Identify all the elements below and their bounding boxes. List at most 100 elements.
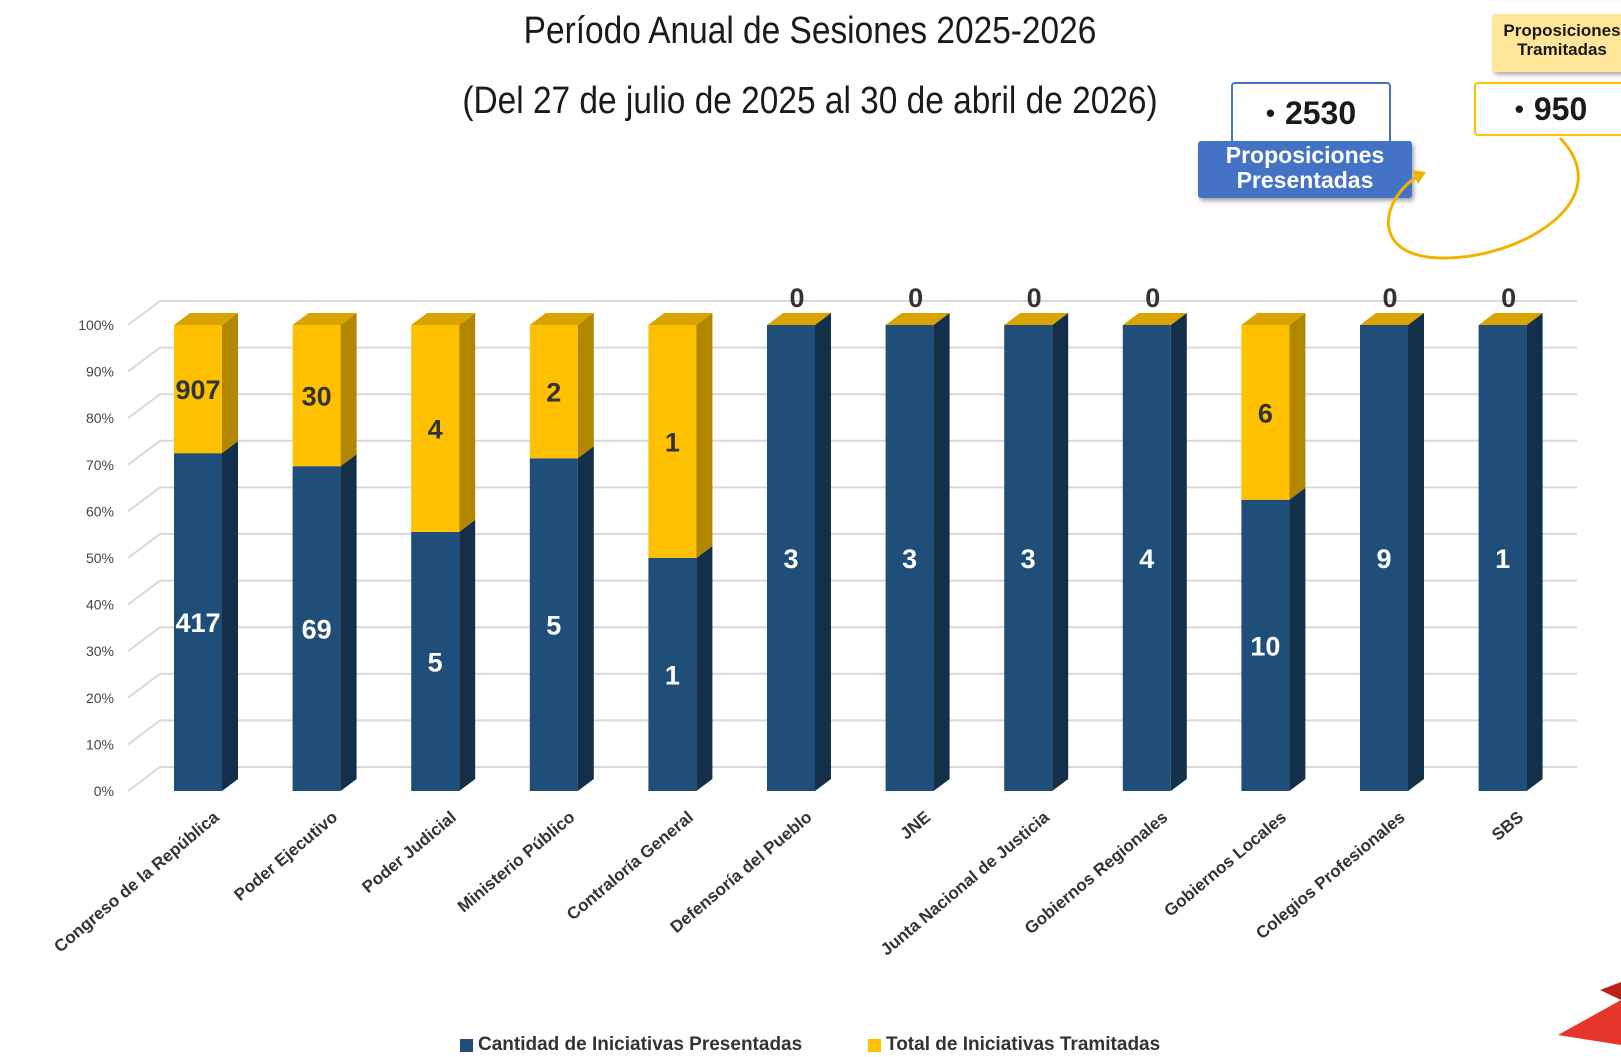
- bar-processed: [529, 325, 578, 459]
- bar-presented-side: [459, 519, 476, 791]
- bar-processed-side: [340, 313, 357, 467]
- chart-subtitle: (Del 27 de julio de 2025 al 30 de abril …: [462, 80, 1158, 122]
- y-tick-label: 90%: [86, 364, 114, 380]
- data-label-presented: 9: [1376, 544, 1391, 574]
- kpi-presentadas-label: Proposiciones Presentadas: [1198, 141, 1412, 198]
- bar-presented: [1241, 499, 1290, 791]
- bar-presented-side: [696, 546, 713, 791]
- x-tick-label: Poder Ejecutivo: [231, 808, 342, 905]
- x-tick-label: Ministerio Público: [454, 808, 578, 917]
- gridline: [127, 486, 1577, 513]
- bar-presented-side: [1408, 313, 1424, 791]
- bullet-icon: •: [1265, 97, 1275, 128]
- bar-presented-side: [933, 313, 950, 791]
- data-label-processed: 0: [1145, 283, 1160, 313]
- data-label-presented: 4: [1139, 544, 1154, 574]
- x-tick-label: Congreso de la República: [50, 807, 223, 956]
- gridline: [127, 300, 1577, 326]
- data-label-presented: 3: [783, 544, 798, 574]
- bar-top: [1241, 313, 1306, 325]
- data-label-presented: 10: [1250, 631, 1280, 661]
- bar-top: [1360, 313, 1424, 325]
- arrowhead-icon: [1412, 170, 1426, 184]
- gridline: [127, 346, 1577, 373]
- corner-logo-icon: [1600, 982, 1621, 1000]
- bar-top: [1122, 313, 1187, 325]
- bar-top: [885, 313, 950, 325]
- kpi-tramitadas-label: Proposiciones Tramitadas: [1492, 14, 1621, 72]
- bar-processed-side: [222, 313, 238, 454]
- gridline: [127, 393, 1577, 420]
- bar-presented: [767, 325, 815, 791]
- bar-processed-side: [1289, 313, 1306, 500]
- bar-processed-side: [577, 313, 594, 459]
- gridline: [127, 766, 1577, 792]
- kpi-tramitadas-value: 950: [1533, 90, 1588, 127]
- y-tick-label: 50%: [86, 550, 114, 566]
- gridline: [127, 719, 1577, 746]
- bar-presented: [174, 453, 222, 791]
- kpi-presentadas-value: 2530: [1284, 94, 1357, 131]
- data-label-presented: 1: [1495, 544, 1510, 574]
- data-label-presented: 69: [302, 615, 332, 645]
- bar-presented: [1478, 325, 1527, 791]
- bar-presented: [1360, 325, 1408, 791]
- bar-top: [648, 313, 713, 325]
- bar-top: [174, 313, 238, 325]
- bar-presented: [648, 558, 697, 791]
- bar-processed: [1241, 325, 1290, 500]
- bullet-icon: •: [1514, 93, 1524, 124]
- legend-swatch-processed: [868, 1038, 881, 1052]
- data-label-processed: 6: [1258, 398, 1273, 428]
- x-tick-label: Gobiernos Locales: [1161, 808, 1290, 921]
- bar-presented-side: [1170, 313, 1187, 791]
- bar-presented: [529, 458, 578, 791]
- data-label-processed: 0: [1382, 283, 1397, 313]
- data-label-presented: 5: [428, 647, 443, 677]
- y-tick-label: 20%: [86, 690, 114, 706]
- data-label-presented: 3: [1021, 544, 1036, 574]
- legend-label-processed: Total de Iniciativas Tramitadas: [886, 1034, 1161, 1055]
- data-label-processed: 907: [175, 375, 220, 405]
- y-tick-label: 10%: [86, 736, 114, 752]
- legend-label-presented: Cantidad de Iniciativas Presentadas: [478, 1034, 803, 1055]
- bar-presented-side: [340, 454, 357, 791]
- bar-presented: [411, 531, 460, 791]
- x-tick-label: JNE: [897, 808, 935, 844]
- bar-processed: [648, 325, 697, 558]
- bar-presented: [1004, 325, 1053, 791]
- gridline: [127, 626, 1577, 653]
- connector-arrow: [1387, 136, 1580, 260]
- y-tick-label: 30%: [86, 643, 114, 659]
- bar-processed-side: [459, 313, 476, 532]
- x-tick-label: Contraloría General: [563, 808, 697, 925]
- bar-presented-side: [1289, 487, 1306, 791]
- data-label-presented: 417: [175, 608, 220, 638]
- data-label-processed: 4: [428, 414, 443, 444]
- bar-top: [1004, 313, 1069, 325]
- data-label-processed: 30: [302, 382, 332, 412]
- data-label-processed: 0: [1027, 283, 1042, 313]
- bar-presented-side: [577, 446, 594, 791]
- x-tick-label: Poder Judicial: [359, 808, 460, 897]
- y-tick-label: 100%: [78, 317, 114, 333]
- y-tick-label: 40%: [86, 597, 114, 613]
- data-label-presented: 5: [546, 611, 561, 641]
- chart-title: Período Anual de Sesiones 2025-2026: [523, 10, 1097, 52]
- kpi-presentadas-value-box: • 2530: [1231, 82, 1391, 144]
- gridline: [127, 579, 1577, 606]
- legend-item-presented: Cantidad de Iniciativas Presentadas: [460, 1034, 802, 1056]
- bar-presented-side: [815, 313, 831, 791]
- data-label-presented: 1: [665, 661, 680, 691]
- bar-top: [529, 313, 594, 325]
- data-label-processed: 0: [789, 283, 804, 313]
- gridline: [127, 533, 1577, 559]
- corner-logo-icon: [1558, 1000, 1621, 1045]
- gridline: [127, 672, 1577, 699]
- bar-presented: [885, 325, 934, 791]
- bar-presented-side: [222, 441, 238, 791]
- data-label-processed: 1: [665, 428, 680, 458]
- y-tick-label: 0%: [94, 783, 114, 799]
- bar-presented: [292, 466, 341, 791]
